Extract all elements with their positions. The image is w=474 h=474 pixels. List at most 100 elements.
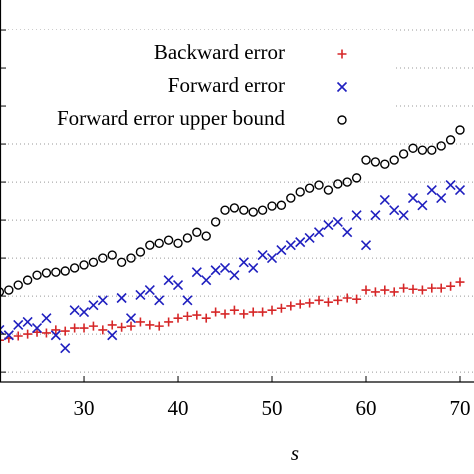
marker-cross — [295, 237, 306, 248]
circle — [0, 287, 5, 297]
marker-circle — [51, 267, 61, 277]
cross — [144, 284, 155, 296]
plus — [295, 299, 305, 309]
circle — [337, 115, 347, 125]
marker-cross — [125, 313, 137, 324]
plus — [173, 313, 183, 323]
plus — [23, 329, 33, 339]
circle — [389, 155, 399, 165]
marker-circle — [126, 253, 136, 263]
circle — [182, 233, 193, 243]
marker-plus — [417, 285, 427, 295]
marker-circle — [408, 143, 418, 153]
marker-circle — [229, 203, 240, 213]
marker-circle — [304, 183, 315, 193]
cross — [210, 265, 221, 276]
marker-circle — [427, 145, 437, 155]
marker-cross — [163, 275, 174, 286]
marker-cross — [107, 330, 118, 341]
cross — [407, 192, 419, 204]
marker-cross — [3, 330, 14, 341]
cross — [50, 330, 61, 341]
marker-circle — [4, 285, 14, 295]
legend-box — [0, 30, 396, 138]
x-tick-label: 20 — [0, 396, 1, 420]
circle — [417, 145, 428, 155]
circle — [51, 267, 61, 277]
marker-circle — [69, 263, 80, 273]
marker-plus — [337, 49, 347, 59]
circle — [239, 205, 249, 215]
plus — [117, 322, 127, 332]
circle — [304, 183, 315, 193]
circle — [210, 217, 221, 227]
cross — [445, 180, 456, 191]
plus — [220, 309, 230, 319]
circle — [295, 187, 305, 197]
marker-cross — [31, 322, 43, 334]
marker-plus — [286, 301, 296, 311]
marker-cross — [379, 194, 390, 205]
circle — [455, 125, 465, 135]
plus — [135, 317, 145, 327]
marker-cross — [97, 295, 108, 306]
marker-plus — [126, 321, 136, 331]
marker-circle — [107, 250, 117, 260]
marker-circle — [201, 231, 211, 241]
circle — [69, 263, 80, 273]
marker-circle — [370, 157, 381, 167]
marker-plus — [314, 295, 324, 305]
marker-cross — [266, 253, 278, 264]
marker-circle — [380, 159, 390, 169]
marker-plus — [135, 317, 145, 327]
circle — [229, 203, 240, 213]
marker-cross — [351, 210, 362, 221]
circle — [398, 149, 409, 159]
plus — [51, 325, 61, 335]
plus — [427, 283, 437, 293]
marker-cross — [88, 300, 99, 311]
marker-plus — [201, 313, 211, 323]
cross — [13, 319, 24, 331]
marker-cross — [201, 275, 212, 286]
circle — [314, 180, 324, 190]
plus — [201, 313, 211, 323]
plus — [399, 283, 409, 293]
x-tick-label: 40 — [168, 396, 189, 420]
cross — [285, 240, 296, 251]
marker-cross — [238, 257, 249, 268]
plus — [60, 326, 70, 336]
plus — [333, 295, 343, 305]
circle — [32, 270, 42, 280]
plus — [211, 307, 221, 317]
marker-circle — [295, 187, 305, 197]
marker-plus — [267, 305, 277, 315]
plus — [342, 293, 352, 303]
cross — [351, 210, 362, 221]
marker-cross — [417, 200, 428, 211]
circle — [323, 185, 334, 195]
plus — [361, 285, 371, 295]
marker-plus — [182, 311, 192, 321]
marker-cross — [144, 284, 155, 296]
marker-plus — [70, 323, 80, 333]
circle — [201, 231, 211, 241]
circle — [22, 275, 33, 285]
marker-circle — [154, 238, 164, 248]
plus — [239, 309, 249, 319]
marker-circle — [267, 201, 277, 211]
cross — [257, 249, 268, 261]
marker-plus — [361, 285, 371, 295]
plus — [13, 331, 23, 341]
cross — [219, 262, 231, 274]
marker-plus — [51, 325, 61, 335]
plus — [70, 323, 80, 333]
circle — [276, 200, 287, 210]
legend-label: Backward error — [154, 40, 285, 64]
marker-plus — [446, 281, 456, 291]
plus — [286, 301, 296, 311]
marker-cross — [313, 227, 325, 238]
marker-plus — [192, 310, 202, 320]
marker-cross — [370, 210, 381, 221]
